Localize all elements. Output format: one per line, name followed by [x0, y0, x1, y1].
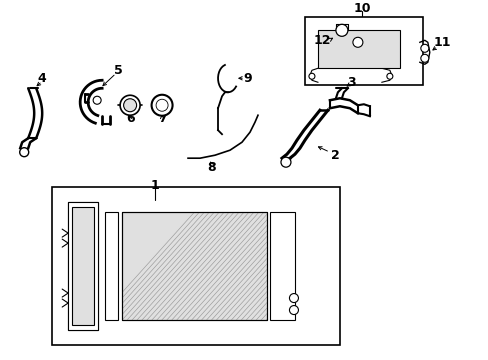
- Bar: [122, 212, 266, 320]
- Text: 9: 9: [243, 72, 252, 85]
- Bar: [122, 212, 266, 320]
- Bar: [122, 212, 266, 320]
- Bar: [122, 212, 266, 320]
- Bar: [122, 212, 266, 320]
- Bar: [68, 202, 98, 330]
- Bar: [52, 187, 339, 345]
- Text: 5: 5: [114, 64, 122, 77]
- Bar: [122, 212, 266, 320]
- Circle shape: [289, 306, 298, 315]
- Bar: [122, 212, 266, 320]
- Bar: [122, 212, 266, 320]
- Bar: [122, 212, 266, 320]
- Bar: [122, 212, 266, 320]
- Text: 7: 7: [158, 112, 166, 125]
- Bar: [122, 212, 266, 320]
- Circle shape: [420, 54, 428, 62]
- Bar: [122, 212, 266, 320]
- Bar: [122, 212, 266, 320]
- Bar: [122, 212, 266, 320]
- Bar: [122, 212, 266, 320]
- Bar: [122, 212, 266, 320]
- Bar: [122, 212, 266, 320]
- Bar: [122, 212, 266, 320]
- Bar: [317, 30, 399, 68]
- Bar: [122, 212, 266, 320]
- Bar: [122, 212, 266, 320]
- Bar: [122, 212, 266, 320]
- Bar: [68, 202, 98, 330]
- Bar: [122, 212, 266, 320]
- Bar: [122, 212, 266, 320]
- Bar: [122, 212, 266, 320]
- Circle shape: [20, 148, 29, 157]
- Bar: [122, 212, 266, 320]
- Bar: [122, 212, 266, 320]
- Bar: [122, 212, 266, 320]
- Bar: [122, 212, 266, 320]
- Circle shape: [335, 24, 347, 36]
- Text: 4: 4: [38, 72, 46, 85]
- Text: 11: 11: [432, 36, 449, 49]
- Bar: [269, 212, 294, 320]
- Circle shape: [156, 99, 168, 111]
- Bar: [122, 212, 266, 320]
- Circle shape: [420, 44, 428, 52]
- Circle shape: [281, 157, 290, 167]
- Bar: [122, 212, 266, 320]
- Bar: [122, 212, 266, 320]
- Circle shape: [93, 96, 101, 104]
- Circle shape: [123, 99, 136, 112]
- Bar: [122, 212, 266, 320]
- Bar: [122, 212, 266, 320]
- Text: 10: 10: [352, 2, 370, 15]
- Bar: [122, 212, 266, 320]
- Bar: [122, 212, 266, 320]
- Text: 12: 12: [312, 34, 330, 47]
- Bar: [122, 212, 266, 320]
- Bar: [122, 212, 266, 320]
- Circle shape: [352, 37, 362, 47]
- Bar: [105, 212, 118, 320]
- Text: 1: 1: [150, 179, 159, 192]
- Text: 8: 8: [207, 161, 216, 174]
- Bar: [122, 212, 266, 320]
- Bar: [122, 212, 266, 320]
- Bar: [122, 212, 266, 320]
- Bar: [305, 17, 422, 85]
- Circle shape: [289, 293, 298, 302]
- Circle shape: [120, 95, 140, 115]
- Circle shape: [151, 95, 172, 116]
- Circle shape: [386, 73, 392, 79]
- Text: 3: 3: [347, 76, 355, 89]
- Bar: [122, 212, 266, 320]
- Circle shape: [308, 73, 314, 79]
- Text: 6: 6: [125, 112, 134, 125]
- Text: 2: 2: [330, 149, 339, 162]
- Bar: [122, 212, 266, 320]
- Bar: [122, 212, 266, 320]
- Bar: [72, 207, 94, 325]
